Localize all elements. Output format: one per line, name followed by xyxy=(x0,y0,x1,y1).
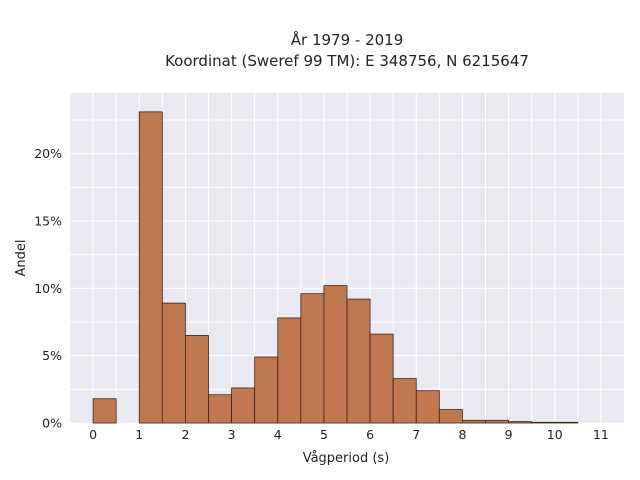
histogram-bars xyxy=(92,111,579,424)
histogram-bar xyxy=(531,421,556,424)
histogram-bar xyxy=(415,390,440,424)
histogram-bar xyxy=(138,111,163,424)
y-tick-label: 5% xyxy=(42,348,62,363)
x-axis-label: Vågperiod (s) xyxy=(303,451,390,466)
histogram-bar xyxy=(392,378,417,424)
x-tick-label: 4 xyxy=(274,427,282,442)
histogram-bar xyxy=(485,419,509,424)
histogram-bar xyxy=(300,293,325,424)
histogram-bar xyxy=(346,298,371,424)
x-tick-label: 2 xyxy=(181,427,189,442)
y-axis-label: Andel xyxy=(14,240,29,277)
histogram-bar xyxy=(323,285,348,424)
histogram-bar xyxy=(254,356,279,424)
x-tick-label: 0 xyxy=(89,427,97,442)
x-axis-ticks: 0 1 2 3 4 5 6 7 8 9 10 11 xyxy=(89,427,609,442)
y-axis-ticks: 0% 5% 10% 15% 20% xyxy=(34,146,62,430)
histogram-bar xyxy=(92,398,117,424)
x-tick-label: 8 xyxy=(458,427,466,442)
histogram-bar xyxy=(369,333,394,424)
x-tick-label: 9 xyxy=(505,427,513,442)
histogram-bar xyxy=(554,421,579,424)
histogram-bar xyxy=(161,302,186,424)
histogram-bar xyxy=(231,387,256,424)
histogram-bar xyxy=(438,409,463,424)
chart-title-line-2: Koordinat (Sweref 99 TM): E 348756, N 62… xyxy=(165,52,529,70)
histogram-bar xyxy=(462,419,486,424)
x-tick-label: 3 xyxy=(228,427,236,442)
x-tick-label: 6 xyxy=(366,427,374,442)
x-tick-label: 7 xyxy=(412,427,420,442)
x-tick-label: 1 xyxy=(135,427,143,442)
histogram-bar xyxy=(508,421,533,424)
histogram-bar xyxy=(185,335,209,424)
x-tick-label: 10 xyxy=(547,427,563,442)
y-tick-label: 0% xyxy=(42,416,62,431)
histogram-bar xyxy=(277,317,302,424)
y-tick-label: 15% xyxy=(34,213,62,228)
chart-title-line-1: År 1979 - 2019 xyxy=(291,30,404,49)
x-tick-label: 11 xyxy=(593,427,609,442)
x-tick-label: 5 xyxy=(320,427,328,442)
histogram-bar xyxy=(208,394,232,424)
y-tick-label: 10% xyxy=(34,281,62,296)
y-tick-label: 20% xyxy=(34,146,62,161)
